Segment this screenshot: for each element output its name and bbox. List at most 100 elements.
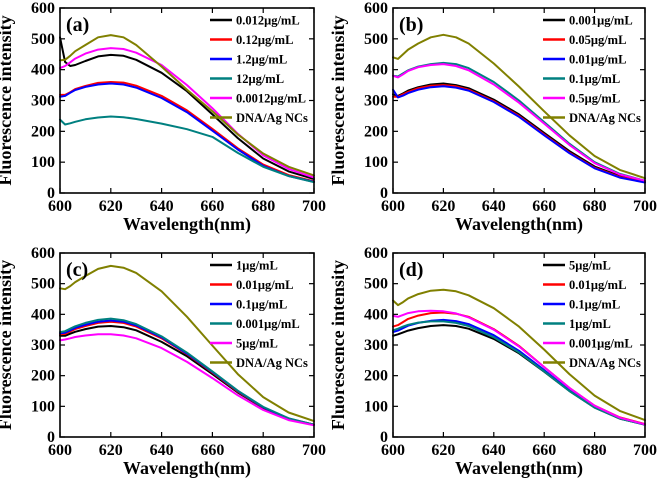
y-tick-label: 400 (31, 62, 55, 79)
legend-label: DNA/Ag NCs (569, 111, 641, 125)
legend-label: 0.5μg/mL (569, 92, 620, 106)
legend-label: 5μg/mL (569, 259, 611, 273)
series-line-0-001-g-ml (392, 309, 646, 426)
y-tick-label: 600 (364, 0, 388, 17)
x-tick-label: 660 (200, 442, 224, 459)
legend-label: 0.001μg/mL (569, 14, 633, 28)
y-axis-title: Fluorescence intensity (0, 260, 15, 430)
series-line-0-5-g-ml (392, 63, 646, 182)
x-tick-label: 620 (431, 198, 455, 215)
legend-label: 0.12μg/mL (236, 33, 293, 47)
y-tick-label: 0 (380, 429, 388, 446)
y-tick-label: 600 (31, 245, 55, 262)
y-tick-label: 300 (364, 337, 388, 354)
x-tick-label: 600 (48, 198, 72, 215)
y-tick-label: 500 (31, 31, 55, 48)
y-tick-label: 400 (364, 306, 388, 323)
y-tick-label: 200 (31, 368, 55, 385)
legend-label: 0.01μg/mL (569, 53, 626, 67)
y-tick-label: 200 (364, 123, 388, 140)
legend-label: DNA/Ag NCs (236, 356, 308, 370)
x-tick-label: 640 (150, 198, 174, 215)
series-line-5-g-ml (59, 333, 315, 427)
x-tick-label: 620 (431, 442, 455, 459)
x-tick-label: 680 (251, 198, 275, 215)
x-tick-label: 700 (302, 198, 326, 215)
panel-label: (c) (66, 259, 88, 281)
y-tick-label: 600 (31, 0, 55, 17)
panel-label: (b) (399, 14, 423, 36)
y-tick-label: 0 (47, 185, 55, 202)
series-line-0-012-g-ml (59, 36, 315, 181)
x-tick-label: 600 (48, 442, 72, 459)
legend-label: 0.1μg/mL (569, 72, 620, 86)
legend-label: 12μg/mL (236, 72, 284, 86)
legend-label: 0.01μg/mL (236, 278, 293, 292)
y-axis-title: Fluorescence intensity (328, 260, 348, 430)
x-tick-label: 700 (633, 442, 657, 459)
x-axis-title: Wavelength(nm) (123, 214, 251, 235)
panel-c: 600 620 640 660 680 700 0 100 200 300 400 500 600 Wav… (0, 245, 326, 479)
x-tick-label: 700 (633, 198, 657, 215)
x-tick-label: 600 (381, 442, 405, 459)
legend: 0.001μg/mL 0.05μg/mL 0.01μg/mL 0.1μg/mL 0.5μ… (543, 14, 641, 125)
x-tick-label: 680 (251, 442, 275, 459)
series-line-dna-ag-ncs (392, 288, 646, 422)
x-tick-label: 700 (302, 442, 326, 459)
x-tick-label: 620 (99, 198, 123, 215)
x-axis-title: Wavelength(nm) (123, 458, 251, 479)
y-tick-label: 100 (364, 398, 388, 415)
legend-label: 5μg/mL (236, 337, 278, 351)
y-tick-label: 100 (31, 398, 55, 415)
series-line-12-g-ml (59, 115, 315, 184)
y-tick-label: 0 (47, 429, 55, 446)
legend-label: DNA/Ag NCs (236, 111, 308, 125)
x-tick-label: 640 (482, 198, 506, 215)
x-tick-label: 600 (381, 198, 405, 215)
legend-label: 0.05μg/mL (569, 33, 626, 47)
legend-label: 0.0012μg/mL (236, 92, 306, 106)
y-tick-label: 500 (31, 276, 55, 293)
y-tick-label: 100 (31, 154, 55, 171)
series-line-1-g-ml (392, 320, 646, 426)
panel-label: (a) (66, 14, 89, 36)
series-line-0-001-g-ml (59, 317, 315, 426)
x-tick-label: 660 (200, 198, 224, 215)
x-tick-label: 620 (99, 442, 123, 459)
legend-label: 0.012μg/mL (236, 14, 300, 28)
series-line-dna-ag-ncs (59, 264, 315, 423)
series-line-1-2-g-ml (59, 82, 315, 183)
panel-d: 600 620 640 660 680 700 0 100 200 300 400 500 600 Wav… (328, 245, 657, 479)
legend-label: 1.2μg/mL (236, 53, 287, 67)
y-tick-label: 500 (364, 31, 388, 48)
legend-label: 0.001μg/mL (236, 317, 300, 331)
legend-label: 1μg/mL (569, 317, 611, 331)
panel-label: (d) (399, 259, 423, 281)
legend-label: 1μg/mL (236, 259, 278, 273)
legend-label: 0.001μg/mL (569, 337, 633, 351)
x-tick-label: 660 (532, 198, 556, 215)
legend: 1μg/mL 0.01μg/mL 0.1μg/mL 0.001μg/mL 5μg/mL D… (210, 259, 308, 370)
x-axis-title: Wavelength(nm) (455, 214, 583, 235)
y-tick-label: 200 (364, 368, 388, 385)
panel-a: 600 620 640 660 680 700 0 100 200 300 400 500 600 Wav… (0, 0, 326, 235)
y-axis-title: Fluorescence intensity (328, 15, 348, 185)
series-line-0-01-g-ml (392, 85, 646, 184)
legend-label: 0.1μg/mL (569, 298, 620, 312)
legend-label: 0.01μg/mL (569, 278, 626, 292)
y-tick-label: 0 (380, 185, 388, 202)
legend-label: DNA/Ag NCs (569, 356, 641, 370)
y-tick-label: 500 (364, 276, 388, 293)
x-tick-label: 640 (150, 442, 174, 459)
y-tick-label: 300 (31, 93, 55, 110)
y-tick-label: 200 (31, 123, 55, 140)
y-tick-label: 600 (364, 245, 388, 262)
x-tick-label: 680 (583, 198, 607, 215)
legend: 0.012μg/mL 0.12μg/mL 1.2μg/mL 12μg/mL 0.0012… (210, 14, 308, 125)
y-tick-label: 100 (364, 154, 388, 171)
y-tick-label: 400 (364, 62, 388, 79)
legend: 5μg/mL 0.01μg/mL 0.1μg/mL 1μg/mL 0.001μg/mL D… (543, 259, 641, 370)
y-axis-title: Fluorescence intensity (0, 15, 15, 185)
x-tick-label: 680 (583, 442, 607, 459)
